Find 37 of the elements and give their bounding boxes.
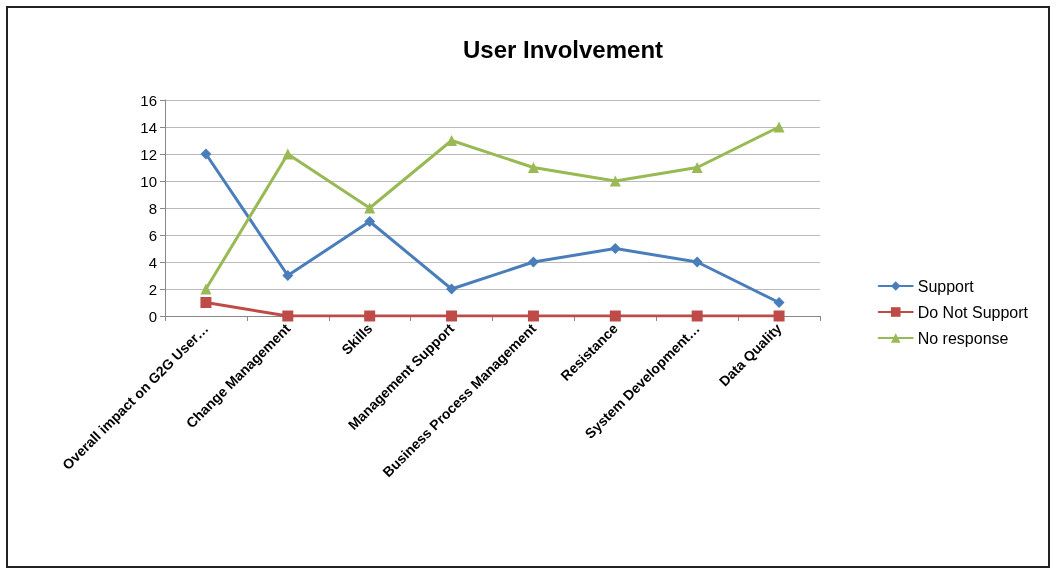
point xyxy=(691,162,703,173)
point xyxy=(446,310,458,322)
point xyxy=(527,310,539,322)
point xyxy=(200,148,212,160)
point xyxy=(200,283,212,295)
point xyxy=(773,121,785,133)
point xyxy=(200,297,212,308)
point xyxy=(364,310,376,322)
y-tick-label: 0 xyxy=(148,307,157,325)
y-tick-label: 10 xyxy=(140,172,157,190)
legend-label: Do Not Support xyxy=(917,303,1029,321)
point xyxy=(527,162,539,173)
point xyxy=(282,270,294,281)
y-tick-label: 6 xyxy=(148,226,157,244)
point xyxy=(364,216,376,227)
point xyxy=(446,283,458,295)
point xyxy=(282,148,294,160)
legend-label: No response xyxy=(917,329,1009,347)
point xyxy=(282,310,294,322)
chart-title: User Involvement xyxy=(462,35,664,63)
point xyxy=(527,256,539,268)
legend-label: Support xyxy=(917,277,975,295)
y-tick-label: 4 xyxy=(148,253,157,271)
point xyxy=(691,256,703,268)
point xyxy=(773,297,785,308)
point xyxy=(446,135,458,146)
y-tick-label: 16 xyxy=(140,91,157,109)
y-tick-label: 2 xyxy=(148,280,157,298)
point xyxy=(609,175,621,187)
y-tick-label: 8 xyxy=(148,199,157,217)
point xyxy=(364,202,376,214)
point xyxy=(773,310,785,322)
y-tick-label: 12 xyxy=(140,145,157,163)
point xyxy=(691,310,703,322)
point xyxy=(609,243,621,254)
point xyxy=(609,310,621,322)
y-tick-label: 14 xyxy=(140,118,157,136)
